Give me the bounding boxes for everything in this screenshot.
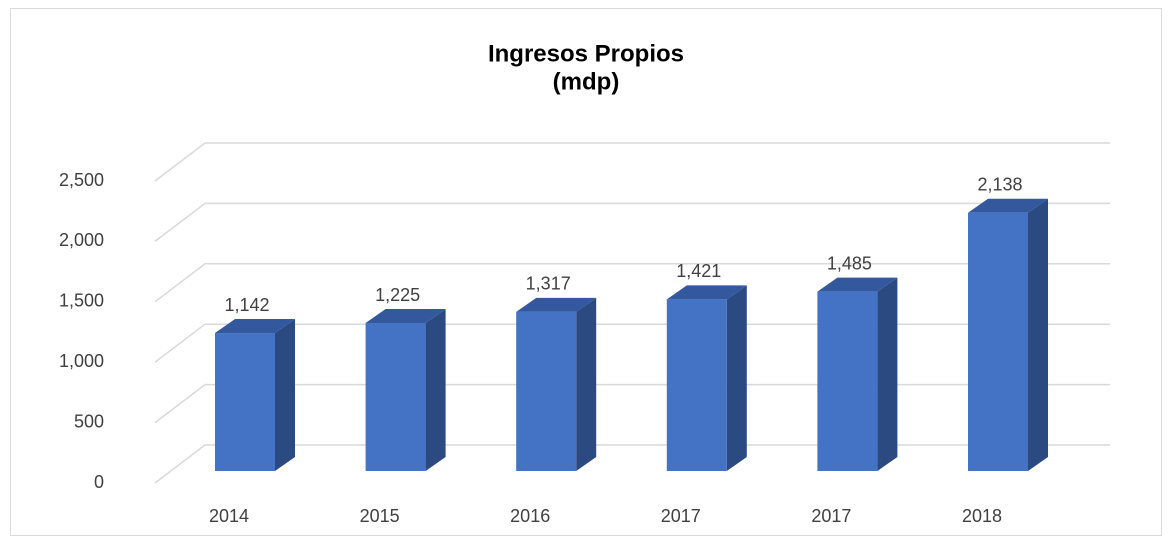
bar-top xyxy=(365,309,446,324)
chart-subtitle: (mdp) xyxy=(553,68,620,95)
data-label: 1,142 xyxy=(224,295,269,315)
bar-top xyxy=(215,319,295,334)
bar xyxy=(516,311,577,471)
data-label: 1,225 xyxy=(375,285,420,305)
bar xyxy=(817,291,878,471)
bar-side xyxy=(1028,198,1048,471)
x-tick-label: 2014 xyxy=(209,506,249,526)
data-label: 1,485 xyxy=(827,253,872,273)
data-label: 1,421 xyxy=(676,261,721,281)
bar-side xyxy=(275,319,295,471)
bar-side xyxy=(726,285,747,471)
y-tick-label: 500 xyxy=(74,411,104,431)
bar-top xyxy=(666,285,747,300)
bar-top xyxy=(516,297,597,312)
bar-top xyxy=(968,198,1048,213)
bar xyxy=(968,212,1028,471)
x-tick-label: 2016 xyxy=(510,506,550,526)
grid-line xyxy=(154,202,1110,242)
x-tick-label: 2017 xyxy=(811,506,851,526)
x-tick-label: 2015 xyxy=(360,506,400,526)
y-tick-label: 2,500 xyxy=(59,170,104,190)
bar-side xyxy=(425,309,446,471)
bar-side xyxy=(877,277,898,471)
y-tick-label: 1,500 xyxy=(59,291,104,311)
chart-title: Ingresos Propios xyxy=(488,40,684,67)
y-tick-label: 1,000 xyxy=(59,351,104,371)
data-label: 1,317 xyxy=(526,274,571,294)
bar-side xyxy=(576,297,597,471)
data-label: 2,138 xyxy=(977,174,1022,194)
grid-line xyxy=(154,323,1110,363)
y-tick-label: 2,000 xyxy=(59,230,104,250)
bar xyxy=(215,333,275,471)
grid-line xyxy=(154,142,1110,182)
x-tick-label: 2017 xyxy=(661,506,701,526)
bar xyxy=(666,299,727,471)
grid-line xyxy=(154,263,1110,303)
grid-line xyxy=(154,444,1110,484)
bar-top xyxy=(817,277,898,292)
y-tick-label: 0 xyxy=(94,472,104,492)
grid-line xyxy=(154,383,1110,424)
x-tick-label: 2018 xyxy=(962,506,1002,526)
bar xyxy=(365,323,426,471)
